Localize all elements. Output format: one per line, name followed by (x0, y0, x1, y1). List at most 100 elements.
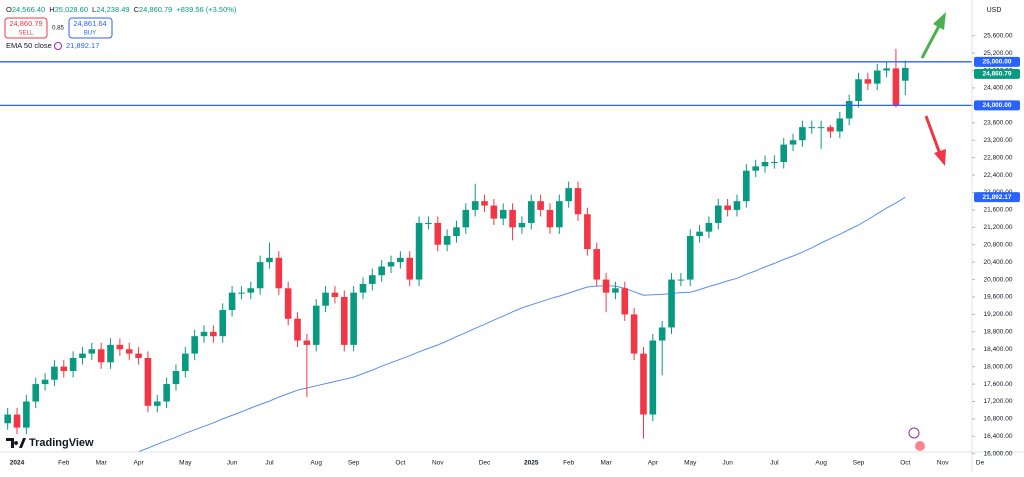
candle-body (677, 279, 685, 281)
ohlc-value: 24,566.40 (12, 5, 45, 14)
y-tick-label: 20,400.00 (984, 259, 1013, 266)
candle-body (537, 201, 544, 210)
candle-body (97, 349, 105, 363)
candle-body (107, 344, 114, 363)
candle-body (873, 70, 881, 84)
candle-body (284, 288, 292, 319)
price-tag (974, 100, 1020, 111)
x-tick-label: Jul (265, 460, 274, 467)
candle-body (4, 414, 11, 424)
x-tick-label: 2024 (10, 460, 25, 467)
x-tick-label: Oct (900, 460, 910, 467)
x-tick-label: Apr (134, 460, 145, 467)
candle-body (163, 384, 170, 402)
candle-body (135, 353, 142, 358)
candle-body (303, 340, 311, 345)
x-tick-label: Jul (770, 460, 779, 467)
ohlc-value: 24,860.79 (139, 5, 172, 14)
candle-body (443, 236, 451, 245)
candle-body (490, 205, 498, 219)
price-tag (974, 56, 1020, 67)
candle-body (322, 292, 329, 306)
buy-price: 24,861.64 (73, 19, 106, 28)
candle-body (219, 310, 227, 337)
price-tag-label: 25,000.00 (983, 59, 1012, 66)
plot-area (0, 48, 972, 453)
candle-body (275, 257, 283, 289)
logo (6, 438, 26, 448)
y-tick-label: 22,800.00 (984, 154, 1013, 161)
candle-body (153, 401, 161, 406)
y-tick-label: 17,600.00 (984, 381, 1013, 388)
candle-body (116, 344, 124, 350)
candle-body (817, 127, 825, 129)
flag-icon[interactable] (915, 441, 925, 451)
x-tick-label: May (684, 460, 697, 467)
x-tick-label: Aug (310, 460, 322, 467)
candle-body (378, 266, 385, 276)
candle-body (705, 222, 713, 232)
x-tick-label: May (179, 460, 192, 467)
buy-button[interactable] (68, 17, 113, 39)
ohlc-key: L (92, 5, 96, 14)
ohlc-key: H (49, 5, 54, 14)
candle-body (79, 353, 86, 358)
x-tick-label: Jun (227, 460, 238, 467)
candle-body (88, 349, 96, 354)
x-tick-label: Nov (937, 460, 949, 467)
y-tick-label: 17,200.00 (984, 398, 1013, 405)
x-tick-label: Dec (479, 460, 491, 467)
candle-body (836, 118, 844, 132)
y-tick-label: 18,000.00 (984, 363, 1013, 370)
sell-label: SELL (19, 31, 34, 37)
candle-body (527, 201, 535, 223)
y-tick-label: 20,000.00 (984, 276, 1013, 283)
y-tick-label: 19,200.00 (984, 311, 1013, 318)
candle-body (13, 414, 21, 428)
ohlc-value: 25,028.60 (55, 5, 88, 14)
candle-body (752, 166, 759, 171)
candle-body (612, 288, 619, 293)
candle-body (499, 209, 507, 219)
candle-body (565, 188, 572, 202)
candle-body (855, 79, 862, 102)
candle-body (23, 401, 30, 428)
candle-body (312, 305, 320, 345)
y-tick-label: 21,600.00 (984, 207, 1013, 214)
candle-body (668, 279, 675, 328)
y-tick-label: 25,200.00 (984, 50, 1013, 57)
candle-body (340, 296, 348, 345)
y-tick-label: 23,200.00 (984, 137, 1013, 144)
sell-button[interactable] (4, 17, 48, 39)
y-tick-label: 18,800.00 (984, 329, 1013, 336)
candle-body (509, 209, 516, 228)
x-tick-label: Mar (96, 460, 108, 467)
candle-body (256, 262, 264, 289)
candle-body (789, 140, 797, 145)
candle-body (32, 384, 40, 402)
event-icon[interactable] (908, 427, 920, 439)
x-tick-label: Feb (563, 460, 575, 467)
candle-body (331, 292, 339, 297)
candle-body (883, 68, 890, 71)
down-arrow (924, 115, 942, 155)
candle-body (593, 249, 601, 280)
candle-body (434, 222, 442, 245)
candle-body (556, 201, 563, 228)
header: O24,566.40 H25,028.60 L24,238.49 C24,860.79… (4, 5, 1001, 50)
candle-body (696, 231, 703, 237)
candle-body (518, 222, 526, 228)
candle-body (546, 209, 554, 228)
candle-body (41, 379, 49, 385)
candle-body (51, 366, 58, 380)
candle-body (724, 205, 731, 210)
x-tick-label: Apr (648, 460, 659, 467)
candle-body (602, 279, 610, 293)
y-tick-label: 20,800.00 (984, 241, 1013, 248)
candle-body (584, 214, 591, 250)
candle-body (387, 262, 395, 267)
candle-body (144, 357, 152, 406)
candle-body (733, 201, 741, 210)
candle-body (799, 127, 806, 141)
ohlc-value: 24,238.49 (96, 5, 129, 14)
